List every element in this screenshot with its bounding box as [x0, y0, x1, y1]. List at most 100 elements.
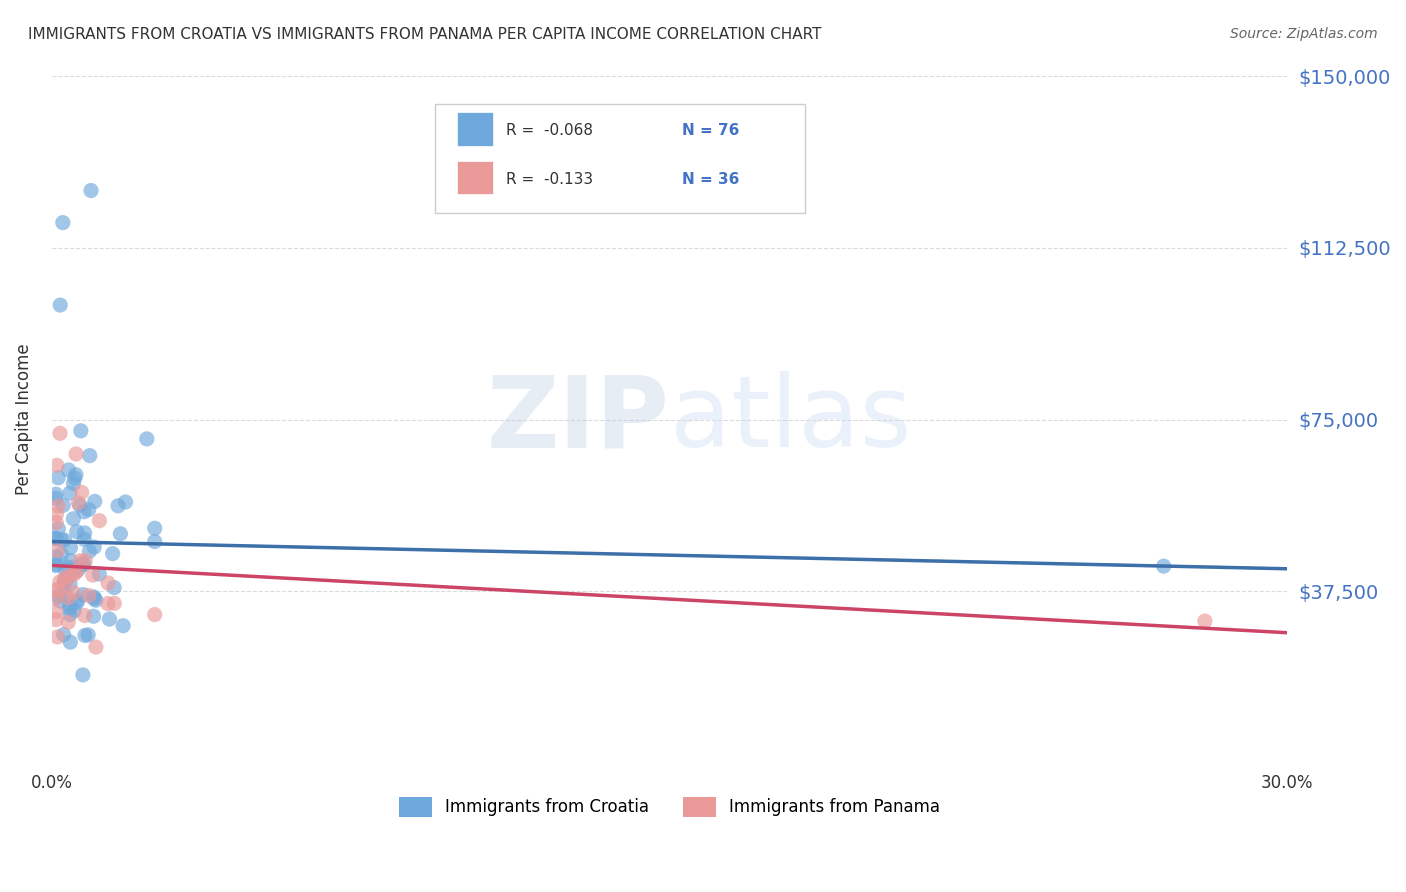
Immigrants from Croatia	[56, 560, 79, 574]
Immigrants from Croatia	[59, 486, 82, 500]
Y-axis label: Per Capita Income: Per Capita Income	[15, 343, 32, 495]
Immigrants from Croatia	[83, 540, 105, 554]
Immigrants from Croatia	[69, 424, 91, 438]
Immigrants from Croatia	[83, 609, 105, 624]
Immigrants from Croatia	[73, 628, 96, 642]
Immigrants from Panama	[45, 516, 67, 530]
FancyBboxPatch shape	[457, 161, 494, 194]
Immigrants from Panama	[45, 508, 67, 522]
Immigrants from Panama	[73, 608, 96, 623]
Immigrants from Panama	[63, 566, 86, 581]
Immigrants from Croatia	[66, 596, 89, 610]
Text: N = 76: N = 76	[682, 123, 740, 138]
Immigrants from Panama	[70, 485, 93, 500]
Immigrants from Croatia	[52, 627, 75, 641]
Immigrants from Croatia	[53, 575, 76, 590]
Immigrants from Croatia	[59, 577, 82, 591]
Immigrants from Croatia	[55, 573, 77, 587]
Immigrants from Croatia	[84, 593, 107, 607]
Immigrants from Croatia	[112, 618, 135, 632]
Immigrants from Croatia	[58, 599, 80, 613]
Immigrants from Croatia	[77, 502, 100, 516]
Immigrants from Croatia	[73, 558, 96, 572]
Immigrants from Croatia	[45, 487, 67, 501]
Text: ZIP: ZIP	[486, 371, 669, 468]
Text: Source: ZipAtlas.com: Source: ZipAtlas.com	[1230, 27, 1378, 41]
Immigrants from Croatia	[72, 668, 94, 682]
Immigrants from Croatia	[55, 563, 77, 577]
Immigrants from Croatia	[114, 495, 136, 509]
Immigrants from Croatia	[67, 563, 90, 577]
Immigrants from Croatia	[45, 558, 67, 572]
Immigrants from Panama	[46, 630, 69, 644]
Immigrants from Panama	[59, 568, 82, 582]
Immigrants from Croatia	[89, 567, 111, 582]
Immigrants from Panama	[45, 582, 67, 597]
Immigrants from Croatia	[62, 512, 84, 526]
Immigrants from Panama	[103, 596, 125, 610]
Immigrants from Croatia	[79, 544, 101, 558]
Immigrants from Panama	[45, 613, 67, 627]
Text: atlas: atlas	[669, 371, 911, 468]
Immigrants from Panama	[55, 574, 77, 589]
Immigrants from Croatia	[101, 547, 124, 561]
Immigrants from Croatia	[59, 554, 82, 568]
Immigrants from Croatia	[53, 533, 76, 547]
Immigrants from Croatia	[65, 561, 87, 575]
Immigrants from Panama	[1194, 614, 1216, 628]
Immigrants from Croatia	[66, 524, 89, 539]
Immigrants from Panama	[97, 597, 120, 611]
Immigrants from Panama	[62, 586, 84, 600]
Immigrants from Croatia	[107, 499, 129, 513]
Immigrants from Croatia	[59, 607, 82, 622]
Immigrants from Panama	[65, 447, 87, 461]
Immigrants from Panama	[84, 640, 107, 654]
Immigrants from Croatia	[51, 548, 73, 562]
Immigrants from Panama	[45, 458, 67, 473]
Immigrants from Panama	[75, 553, 97, 567]
Immigrants from Croatia	[45, 549, 67, 564]
Immigrants from Croatia	[83, 494, 105, 508]
Immigrants from Panama	[48, 582, 70, 597]
Immigrants from Croatia	[45, 532, 67, 546]
Immigrants from Croatia	[77, 628, 100, 642]
Immigrants from Croatia	[73, 525, 96, 540]
Immigrants from Croatia	[48, 522, 70, 536]
Text: R =  -0.133: R = -0.133	[506, 171, 593, 186]
Immigrants from Panama	[77, 589, 100, 603]
Immigrants from Panama	[143, 607, 166, 622]
Text: N = 36: N = 36	[682, 171, 740, 186]
Immigrants from Croatia	[66, 593, 89, 607]
Immigrants from Croatia	[80, 184, 103, 198]
Immigrants from Croatia	[52, 499, 75, 513]
FancyBboxPatch shape	[457, 112, 494, 146]
Immigrants from Croatia	[49, 298, 72, 312]
Immigrants from Croatia	[83, 590, 105, 604]
Immigrants from Croatia	[45, 558, 67, 573]
Immigrants from Croatia	[65, 467, 87, 482]
Immigrants from Croatia	[135, 432, 157, 446]
Immigrants from Panama	[97, 576, 120, 591]
Immigrants from Panama	[65, 565, 87, 579]
Immigrants from Croatia	[63, 603, 86, 617]
Immigrants from Croatia	[45, 532, 67, 546]
Immigrants from Croatia	[58, 601, 80, 615]
Immigrants from Croatia	[70, 558, 93, 572]
Immigrants from Panama	[45, 591, 67, 605]
Text: R =  -0.068: R = -0.068	[506, 123, 593, 138]
Immigrants from Croatia	[48, 589, 70, 603]
Immigrants from Croatia	[103, 581, 125, 595]
Immigrants from Croatia	[49, 533, 72, 547]
Immigrants from Croatia	[63, 471, 86, 485]
Immigrants from Croatia	[73, 505, 96, 519]
Immigrants from Croatia	[62, 476, 84, 491]
Immigrants from Croatia	[79, 449, 101, 463]
Immigrants from Croatia	[59, 635, 82, 649]
Immigrants from Croatia	[1153, 559, 1175, 574]
Immigrants from Panama	[56, 591, 79, 605]
Immigrants from Panama	[46, 499, 69, 513]
FancyBboxPatch shape	[434, 103, 806, 213]
Immigrants from Croatia	[52, 216, 75, 230]
Immigrants from Panama	[69, 554, 91, 568]
Immigrants from Croatia	[73, 533, 96, 547]
